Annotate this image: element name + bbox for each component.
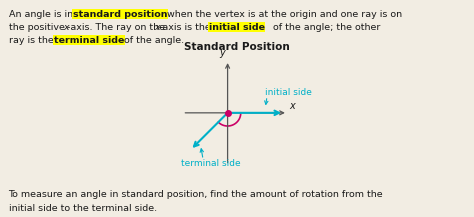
Text: initial side: initial side: [265, 88, 312, 97]
Text: when the vertex is at the origin and one ray is on: when the vertex is at the origin and one…: [164, 10, 402, 19]
Text: x: x: [63, 23, 69, 32]
Text: Standard Position: Standard Position: [184, 42, 290, 52]
Text: ray is the: ray is the: [9, 36, 56, 45]
Text: terminal side: terminal side: [181, 159, 240, 168]
Text: initial side to the terminal side.: initial side to the terminal side.: [9, 204, 156, 212]
Text: -axis. The ray on the: -axis. The ray on the: [67, 23, 168, 32]
Text: y: y: [219, 48, 225, 58]
Text: x: x: [155, 23, 160, 32]
Text: initial side: initial side: [209, 23, 264, 32]
Text: -axis is the: -axis is the: [159, 23, 214, 32]
Text: of the angle.: of the angle.: [121, 36, 184, 45]
Text: of the angle; the other: of the angle; the other: [270, 23, 381, 32]
Text: To measure an angle in standard position, find the amount of rotation from the: To measure an angle in standard position…: [9, 190, 383, 199]
Text: standard position: standard position: [73, 10, 167, 19]
Text: the positive: the positive: [9, 23, 67, 32]
Text: An angle is in: An angle is in: [9, 10, 76, 19]
Text: terminal side: terminal side: [54, 36, 124, 45]
Text: x: x: [290, 101, 295, 111]
